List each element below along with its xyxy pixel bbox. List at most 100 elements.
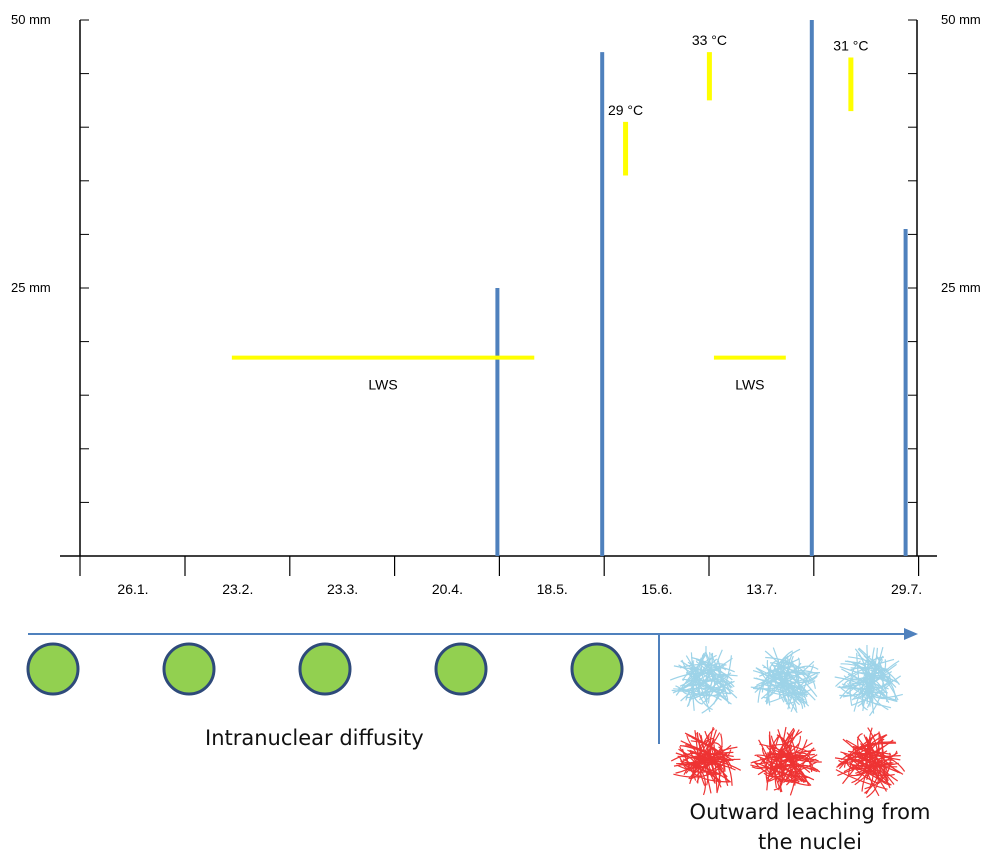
leaching-blue-cluster — [669, 646, 738, 714]
leaching-blue-cluster-stroke — [781, 661, 807, 703]
x-tick-label: 18.5. — [537, 581, 568, 597]
x-tick-label: 13.7. — [746, 581, 777, 597]
leaching-label: Outward leaching from the nuclei — [670, 797, 950, 857]
leaching-blue-cluster-stroke — [753, 674, 818, 684]
lws-label: LWS — [368, 377, 397, 393]
leaching-blue-cluster-stroke — [692, 664, 724, 701]
leaching-blue-cluster-stroke — [686, 675, 735, 708]
leaching-blue-cluster-stroke — [713, 658, 722, 705]
leaching-red-cluster-stroke — [759, 739, 808, 769]
x-tick-label: 15.6. — [641, 581, 672, 597]
nucleus-circle — [434, 642, 488, 696]
leaching-red-cluster-stroke — [855, 727, 878, 774]
leaching-red-cluster-stroke — [769, 740, 808, 761]
leaching-label-line1: Outward leaching from — [689, 800, 931, 824]
nucleus-circle — [298, 642, 352, 696]
leaching-red-cluster-stroke — [835, 769, 888, 790]
leaching-blue-cluster-stroke — [679, 658, 718, 687]
leaching-red-cluster-stroke — [763, 761, 817, 778]
arrow-head — [904, 628, 918, 640]
leaching-red-cluster-stroke — [683, 745, 726, 760]
leaching-red-cluster-stroke — [849, 741, 896, 757]
x-tick-label: 20.4. — [432, 581, 463, 597]
leaching-red-cluster-stroke — [851, 740, 869, 784]
y-tick-label-right: 50 mm — [941, 12, 981, 27]
leaching-red-cluster-stroke — [771, 745, 784, 791]
leaching-blue-cluster-stroke — [762, 662, 793, 699]
leaching-blue-cluster-stroke — [847, 673, 888, 702]
leaching-red-cluster-stroke — [686, 755, 730, 783]
leaching-red-cluster-stroke — [766, 745, 800, 783]
leaching-red-cluster-stroke — [770, 754, 813, 776]
leaching-red-cluster-stroke — [753, 761, 798, 782]
leaching-red-cluster-stroke — [690, 740, 733, 786]
temperature-label: 33 °C — [692, 32, 727, 48]
leaching-blue-cluster-stroke — [778, 670, 819, 699]
leaching-blue-cluster-stroke — [848, 672, 887, 693]
nucleus-circle — [162, 642, 216, 696]
leaching-blue-cluster-stroke — [848, 659, 887, 687]
leaching-blue-cluster-stroke — [678, 664, 730, 704]
leaching-red-cluster-stroke — [853, 746, 898, 757]
lws-label: LWS — [735, 377, 764, 393]
leaching-red-cluster-stroke — [769, 753, 815, 777]
leaching-red-cluster-stroke — [879, 733, 886, 777]
leaching-blue-cluster-stroke — [761, 666, 806, 693]
leaching-red-cluster-stroke — [709, 726, 722, 788]
leaching-red-cluster-stroke — [864, 752, 891, 790]
nucleus-circle — [570, 642, 624, 696]
leaching-red-cluster-stroke — [689, 751, 720, 775]
leaching-blue-cluster-stroke — [850, 667, 889, 670]
leaching-blue-cluster-stroke — [684, 684, 730, 695]
leaching-blue-cluster-stroke — [692, 661, 711, 713]
leaching-red-cluster-stroke — [679, 746, 741, 761]
leaching-blue-cluster-stroke — [779, 650, 798, 714]
leaching-red-cluster-stroke — [769, 765, 819, 772]
leaching-blue-cluster-stroke — [867, 655, 884, 706]
leaching-blue-cluster-stroke — [763, 666, 810, 707]
leaching-blue-cluster-stroke — [777, 656, 793, 700]
x-tick-label: 23.3. — [327, 581, 358, 597]
temperature-label: 31 °C — [833, 38, 868, 54]
leaching-blue-cluster-stroke — [756, 671, 807, 686]
leaching-blue-cluster-stroke — [865, 661, 886, 700]
leaching-blue-cluster-stroke — [701, 659, 716, 704]
leaching-blue-cluster-stroke — [851, 679, 894, 706]
leaching-red-cluster-stroke — [685, 744, 729, 783]
nucleus-circle — [26, 642, 80, 696]
y-tick-label-left: 25 mm — [11, 280, 51, 295]
leaching-red-cluster — [750, 726, 822, 796]
leaching-blue-cluster-stroke — [766, 648, 801, 704]
leaching-red-cluster-stroke — [688, 737, 712, 780]
leaching-blue-cluster-stroke — [772, 647, 806, 696]
x-tick-label: 23.2. — [222, 581, 253, 597]
leaching-red-cluster — [670, 726, 741, 796]
leaching-red-cluster-stroke — [777, 735, 801, 791]
leaching-red-cluster-stroke — [680, 760, 721, 778]
leaching-blue-cluster-stroke — [870, 664, 889, 711]
intranuclear-label: Intranuclear diffusity — [205, 726, 424, 750]
leaching-red-cluster — [834, 727, 906, 798]
leaching-blue-cluster-stroke — [679, 663, 735, 673]
leaching-red-cluster-stroke — [766, 729, 796, 791]
leaching-blue-cluster-stroke — [673, 688, 722, 701]
x-tick-label: 26.1. — [117, 581, 148, 597]
leaching-blue-cluster-stroke — [681, 673, 730, 682]
leaching-blue-cluster — [750, 647, 821, 714]
leaching-red-cluster-stroke — [789, 743, 793, 784]
leaching-red-cluster-stroke — [758, 739, 782, 793]
y-tick-label-right: 25 mm — [941, 280, 981, 295]
leaching-blue-cluster-stroke — [687, 669, 733, 682]
leaching-blue-cluster-stroke — [849, 677, 897, 701]
leaching-blue-cluster-stroke — [848, 647, 878, 685]
y-tick-label-left: 50 mm — [11, 12, 51, 27]
leaching-blue-cluster-stroke — [862, 660, 900, 711]
leaching-red-cluster-stroke — [752, 761, 803, 782]
leaching-red-cluster-stroke — [685, 734, 710, 774]
leaching-blue-cluster-stroke — [675, 653, 708, 696]
leaching-blue-cluster — [834, 644, 903, 717]
leaching-red-cluster-stroke — [689, 749, 728, 778]
leaching-blue-cluster-stroke — [764, 650, 816, 701]
x-tick-label: 29.7. — [891, 581, 922, 597]
